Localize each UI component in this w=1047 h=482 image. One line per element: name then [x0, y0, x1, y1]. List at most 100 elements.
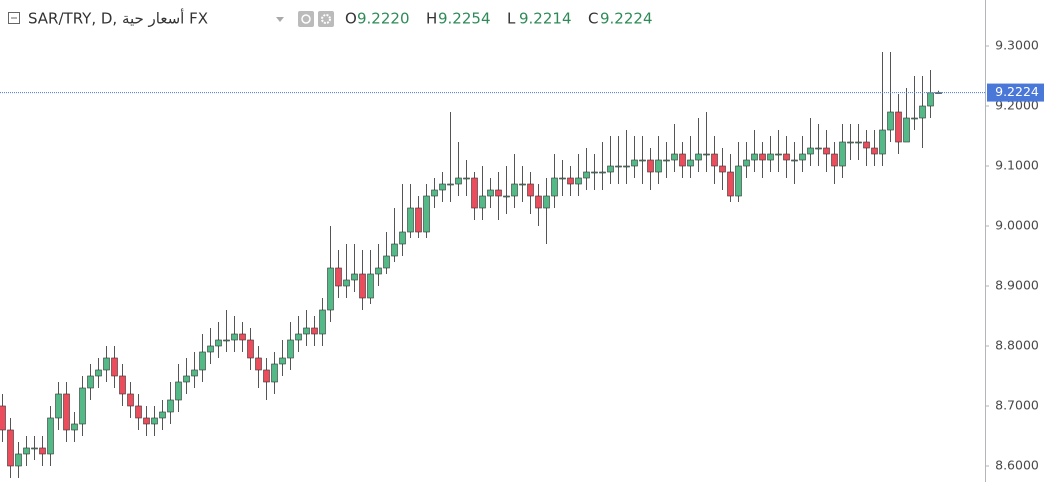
candle-body — [255, 357, 262, 371]
settings-icon[interactable] — [318, 11, 334, 27]
candle-body — [335, 267, 342, 287]
ohlc-value: 9.2254 — [438, 10, 491, 28]
collapse-icon[interactable] — [8, 12, 20, 24]
candle-body — [831, 153, 838, 167]
candle-body — [495, 189, 502, 197]
candle-body — [183, 375, 190, 383]
candle-body — [479, 195, 486, 209]
candle-body — [415, 207, 422, 233]
candle-body — [639, 159, 646, 162]
candle-body — [327, 267, 334, 311]
candle-body — [103, 357, 110, 371]
candle-body — [31, 447, 38, 450]
candle-body — [847, 141, 854, 144]
candle-body — [215, 339, 222, 347]
candle-body — [399, 231, 406, 245]
candle-body — [247, 339, 254, 359]
candle-body — [815, 147, 822, 150]
candle-body — [807, 147, 814, 155]
candle-body — [783, 153, 790, 161]
candle-body — [599, 171, 606, 174]
candle-body — [711, 153, 718, 167]
candle-body — [199, 351, 206, 371]
dropdown-caret[interactable] — [276, 17, 284, 22]
ohlc-label: C — [588, 10, 598, 28]
candle-body — [719, 165, 726, 173]
candle-body — [263, 369, 270, 383]
candle-body — [919, 105, 926, 119]
candle-body — [871, 147, 878, 155]
candle-body — [759, 153, 766, 161]
chart-title: SAR/TRY, D, أسعار حية FX — [28, 9, 208, 28]
candle-body — [391, 243, 398, 257]
candle-body — [55, 393, 62, 419]
ohlc-value: 9.2224 — [600, 10, 653, 28]
eye-icon-ring — [301, 14, 311, 24]
candle-body — [223, 339, 230, 342]
candle-body — [279, 357, 286, 365]
candle-body — [39, 447, 46, 455]
y-tick-label: 9.0000 — [995, 218, 1039, 233]
candle-body — [839, 141, 846, 167]
candle-body — [439, 183, 446, 191]
candle-body — [527, 183, 534, 197]
candle-body — [7, 429, 14, 467]
candle-body — [535, 195, 542, 209]
ohlc-label: L — [507, 10, 516, 28]
candle-body — [319, 309, 326, 335]
candle-body — [23, 447, 30, 455]
y-tick-label: 9.1000 — [995, 158, 1039, 173]
candle-body — [63, 393, 70, 431]
candle-body — [407, 207, 414, 233]
candle-body — [607, 165, 614, 173]
candle-body — [471, 177, 478, 209]
candle-body — [903, 117, 910, 143]
candle-body — [95, 369, 102, 377]
candle-body — [703, 153, 710, 156]
candle-body — [567, 177, 574, 185]
ohlc-value: 9.2220 — [357, 10, 410, 28]
candle-body — [503, 195, 510, 198]
candle-body — [127, 393, 134, 407]
candle-body — [895, 111, 902, 143]
candle-body — [159, 411, 166, 419]
ohlc-label: O — [345, 10, 357, 28]
candle-body — [135, 405, 142, 419]
candle-body — [367, 273, 374, 299]
candle-body — [295, 333, 302, 341]
y-tick-label: 8.9000 — [995, 277, 1039, 292]
y-tick-label: 8.6000 — [995, 457, 1039, 472]
last-price-label: 9.2224 — [995, 84, 1039, 99]
candle-body — [311, 327, 318, 335]
candle-body — [351, 273, 358, 281]
candle-body — [679, 153, 686, 167]
candle-body — [287, 339, 294, 359]
candle-body — [167, 399, 174, 413]
candle-body — [175, 381, 182, 401]
ohlc-value: 9.2214 — [519, 10, 572, 28]
candle-body — [79, 387, 86, 425]
candle-body — [71, 423, 78, 431]
candle-body — [751, 153, 758, 161]
candle-body — [383, 255, 390, 269]
candle-body — [575, 177, 582, 185]
eye-icon[interactable] — [298, 11, 314, 27]
candle-body — [655, 159, 662, 173]
candle-body — [735, 165, 742, 197]
candle-body — [551, 177, 558, 197]
candle-body — [0, 405, 6, 431]
candle-body — [687, 159, 694, 167]
candle-body — [887, 111, 894, 131]
candle-body — [823, 147, 830, 155]
candle-body — [47, 417, 54, 455]
ohlc-label: H — [426, 10, 437, 28]
candle-body — [463, 177, 470, 180]
candle-body — [191, 369, 198, 377]
candle-body — [863, 141, 870, 149]
candle-body — [87, 375, 94, 389]
candle-body — [855, 141, 862, 144]
candle-body — [431, 189, 438, 197]
candle-body — [15, 453, 22, 467]
